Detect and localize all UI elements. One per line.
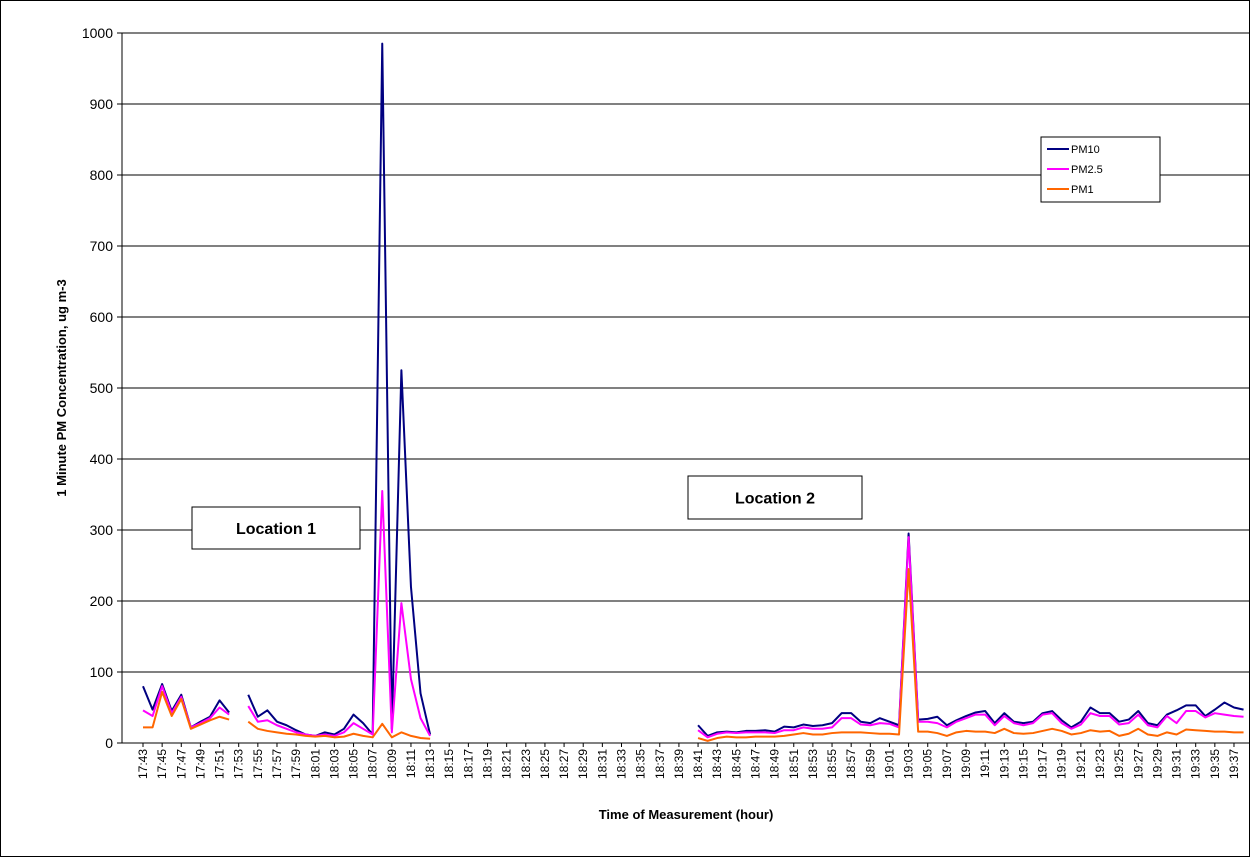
x-tick-label: 17:47: [174, 749, 188, 779]
x-tick-label: 19:19: [1055, 749, 1069, 779]
x-tick-label: 17:51: [213, 749, 227, 779]
x-tick-label: 18:51: [787, 749, 801, 779]
y-axis-title: 1 Minute PM Concentration, ug m-3: [54, 279, 69, 496]
x-tick-label: 18:21: [500, 749, 514, 779]
annotation: Location 2: [735, 491, 815, 508]
x-tick-label: 19:11: [978, 749, 992, 778]
annotation-box: [687, 475, 863, 520]
x-tick-label: 18:11: [404, 749, 418, 778]
x-tick-label: 18:15: [442, 749, 456, 779]
y-tick-label: 900: [90, 96, 114, 112]
y-tick-label: 500: [90, 380, 114, 396]
y-tick-label: 800: [90, 167, 114, 183]
x-tick-label: 18:43: [710, 749, 724, 779]
x-tick-label: 19:15: [1016, 749, 1030, 779]
x-tick-label: 18:37: [653, 749, 667, 779]
legend-label: PM2.5: [1071, 164, 1103, 176]
x-tick-label: 19:25: [1112, 749, 1126, 779]
x-tick-label: 18:45: [729, 749, 743, 779]
x-tick-label: 18:59: [863, 749, 877, 779]
x-tick-label: 19:05: [921, 749, 935, 779]
x-tick-label: 19:01: [882, 749, 896, 779]
x-tick-label: 19:21: [1074, 749, 1088, 779]
x-tick-label: 17:59: [289, 749, 303, 779]
x-tick-label: 19:27: [1131, 749, 1145, 779]
y-tick-label: 100: [90, 664, 114, 680]
x-tick-label: 18:55: [825, 749, 839, 779]
x-tick-label: 18:39: [672, 749, 686, 779]
annotation: Location 1: [236, 521, 316, 538]
x-tick-label: 19:23: [1093, 749, 1107, 779]
x-tick-label: 18:19: [481, 749, 495, 779]
x-tick-label: 19:17: [1036, 749, 1050, 779]
x-tick-label: 19:07: [940, 749, 954, 779]
y-tick-label: 600: [90, 309, 114, 325]
y-tick-label: 300: [90, 522, 114, 538]
x-tick-label: 18:01: [308, 749, 322, 779]
x-axis-title: Time of Measurement (hour): [599, 807, 774, 822]
x-tick-label: 19:35: [1208, 749, 1222, 779]
legend-label: PM10: [1071, 144, 1100, 156]
x-tick-label: 18:05: [347, 749, 361, 779]
annotation-box: [191, 506, 361, 550]
y-tick-label: 1000: [82, 25, 113, 41]
y-tick-label: 400: [90, 451, 114, 467]
series-line: [143, 568, 1244, 742]
x-tick-label: 17:57: [270, 749, 284, 779]
legend-label: PM1: [1071, 184, 1094, 196]
y-tick-label: 0: [105, 735, 113, 751]
x-tick-label: 18:27: [557, 749, 571, 779]
x-tick-label: 18:23: [519, 749, 533, 779]
y-tick-label: 200: [90, 593, 114, 609]
x-tick-label: 18:35: [634, 749, 648, 779]
x-tick-label: 17:53: [232, 749, 246, 779]
x-tick-label: 18:07: [366, 749, 380, 779]
x-tick-label: 17:43: [136, 749, 150, 779]
x-tick-label: 18:03: [327, 749, 341, 779]
x-tick-label: 18:31: [595, 749, 609, 779]
x-tick-label: 18:13: [423, 749, 437, 779]
x-tick-label: 18:49: [768, 749, 782, 779]
x-tick-label: 18:33: [615, 749, 629, 779]
x-tick-label: 19:09: [959, 749, 973, 779]
x-tick-label: 19:31: [1170, 749, 1184, 779]
x-tick-label: 17:49: [193, 749, 207, 779]
x-tick-label: 18:25: [538, 749, 552, 779]
x-tick-label: 19:13: [997, 749, 1011, 779]
x-tick-label: 19:29: [1150, 749, 1164, 779]
x-tick-label: 18:53: [806, 749, 820, 779]
x-tick-label: 17:55: [251, 749, 265, 779]
x-tick-label: 19:33: [1189, 749, 1203, 779]
x-tick-label: 19:03: [902, 749, 916, 779]
x-tick-label: 18:47: [748, 749, 762, 779]
x-tick-label: 19:37: [1227, 749, 1241, 779]
x-tick-label: 18:57: [844, 749, 858, 779]
x-tick-label: 18:17: [461, 749, 475, 779]
x-tick-label: 18:41: [691, 749, 705, 779]
x-tick-label: 18:09: [385, 749, 399, 779]
x-tick-label: 18:29: [576, 749, 590, 779]
y-tick-label: 700: [90, 238, 114, 254]
x-tick-label: 17:45: [155, 749, 169, 779]
